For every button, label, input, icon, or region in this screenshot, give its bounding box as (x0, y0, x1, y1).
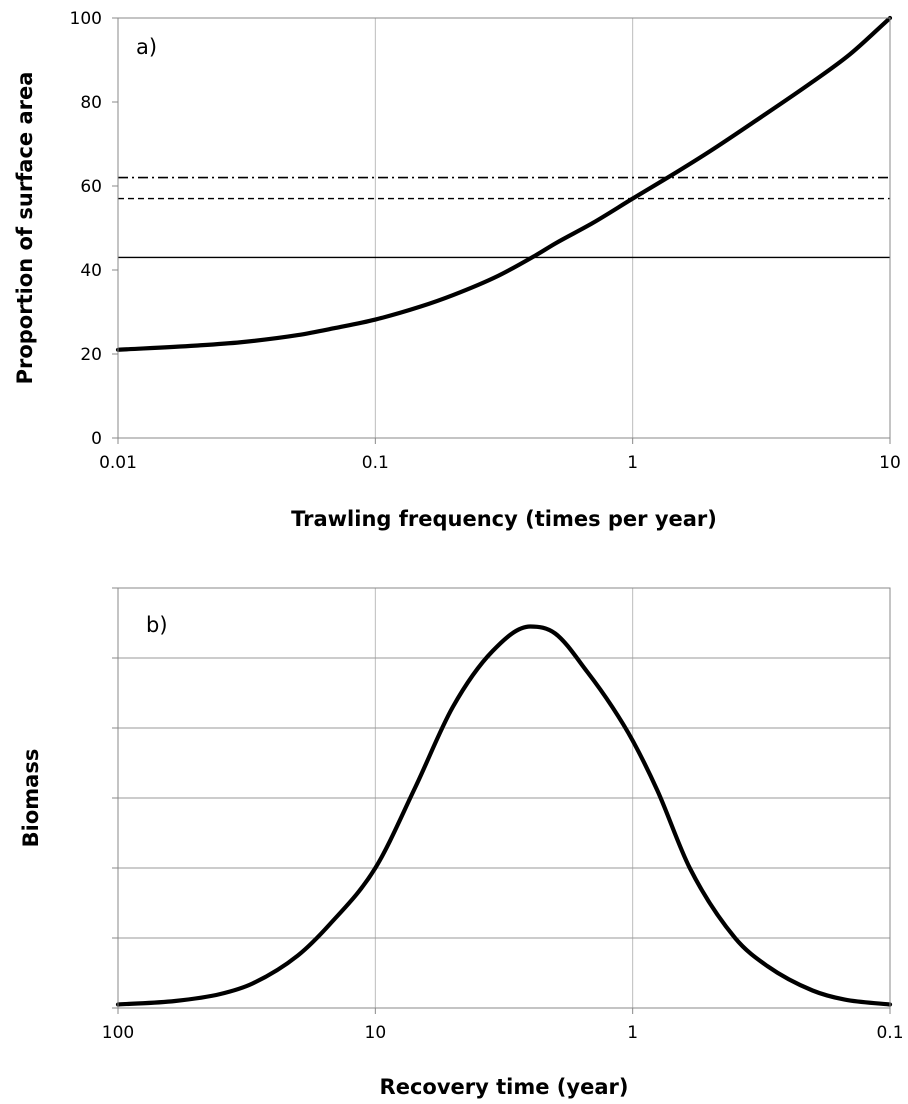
y-axis-title-b: Biomass (19, 749, 43, 848)
x-tick-label-a: 1 (627, 453, 638, 473)
x-tick-label-b: 1 (627, 1023, 638, 1043)
series-b (115, 624, 893, 1007)
series-line-a-0 (115, 15, 893, 352)
x-axis-title-a: Trawling frequency (times per year) (291, 507, 717, 531)
x-tick-label-a: 10 (879, 453, 901, 473)
panel-label-b: b) (146, 613, 168, 637)
series-a (115, 15, 893, 352)
x-tick-label-a: 0.01 (99, 453, 137, 473)
panel-b: 100 10 1 0.1 b) Recovery time (year) Biomas… (19, 587, 904, 1099)
ticks-b: 100 10 1 0.1 (102, 587, 904, 1043)
y-axis-title-a: Proportion of surface area (13, 72, 37, 385)
y-tick-label-a: 0 (91, 429, 102, 449)
series-line-b-0 (115, 624, 893, 1007)
grid-b (118, 588, 890, 1008)
grid-a (374, 18, 634, 438)
y-tick-label-a: 20 (80, 345, 102, 365)
y-tick-label-a: 80 (80, 93, 102, 113)
y-tick-label-a: 60 (80, 177, 102, 197)
x-tick-label-a: 0.1 (362, 453, 389, 473)
y-tick-label-a: 100 (70, 9, 102, 29)
x-tick-label-b: 0.1 (876, 1023, 903, 1043)
plot-area-a (118, 18, 890, 438)
x-tick-label-b: 10 (365, 1023, 387, 1043)
x-axis-title-b: Recovery time (year) (380, 1075, 629, 1099)
plot-frame-a (117, 17, 891, 439)
panel-label-a: a) (136, 35, 157, 59)
x-tick-label-b: 100 (102, 1023, 134, 1043)
y-tick-label-a: 40 (80, 261, 102, 281)
